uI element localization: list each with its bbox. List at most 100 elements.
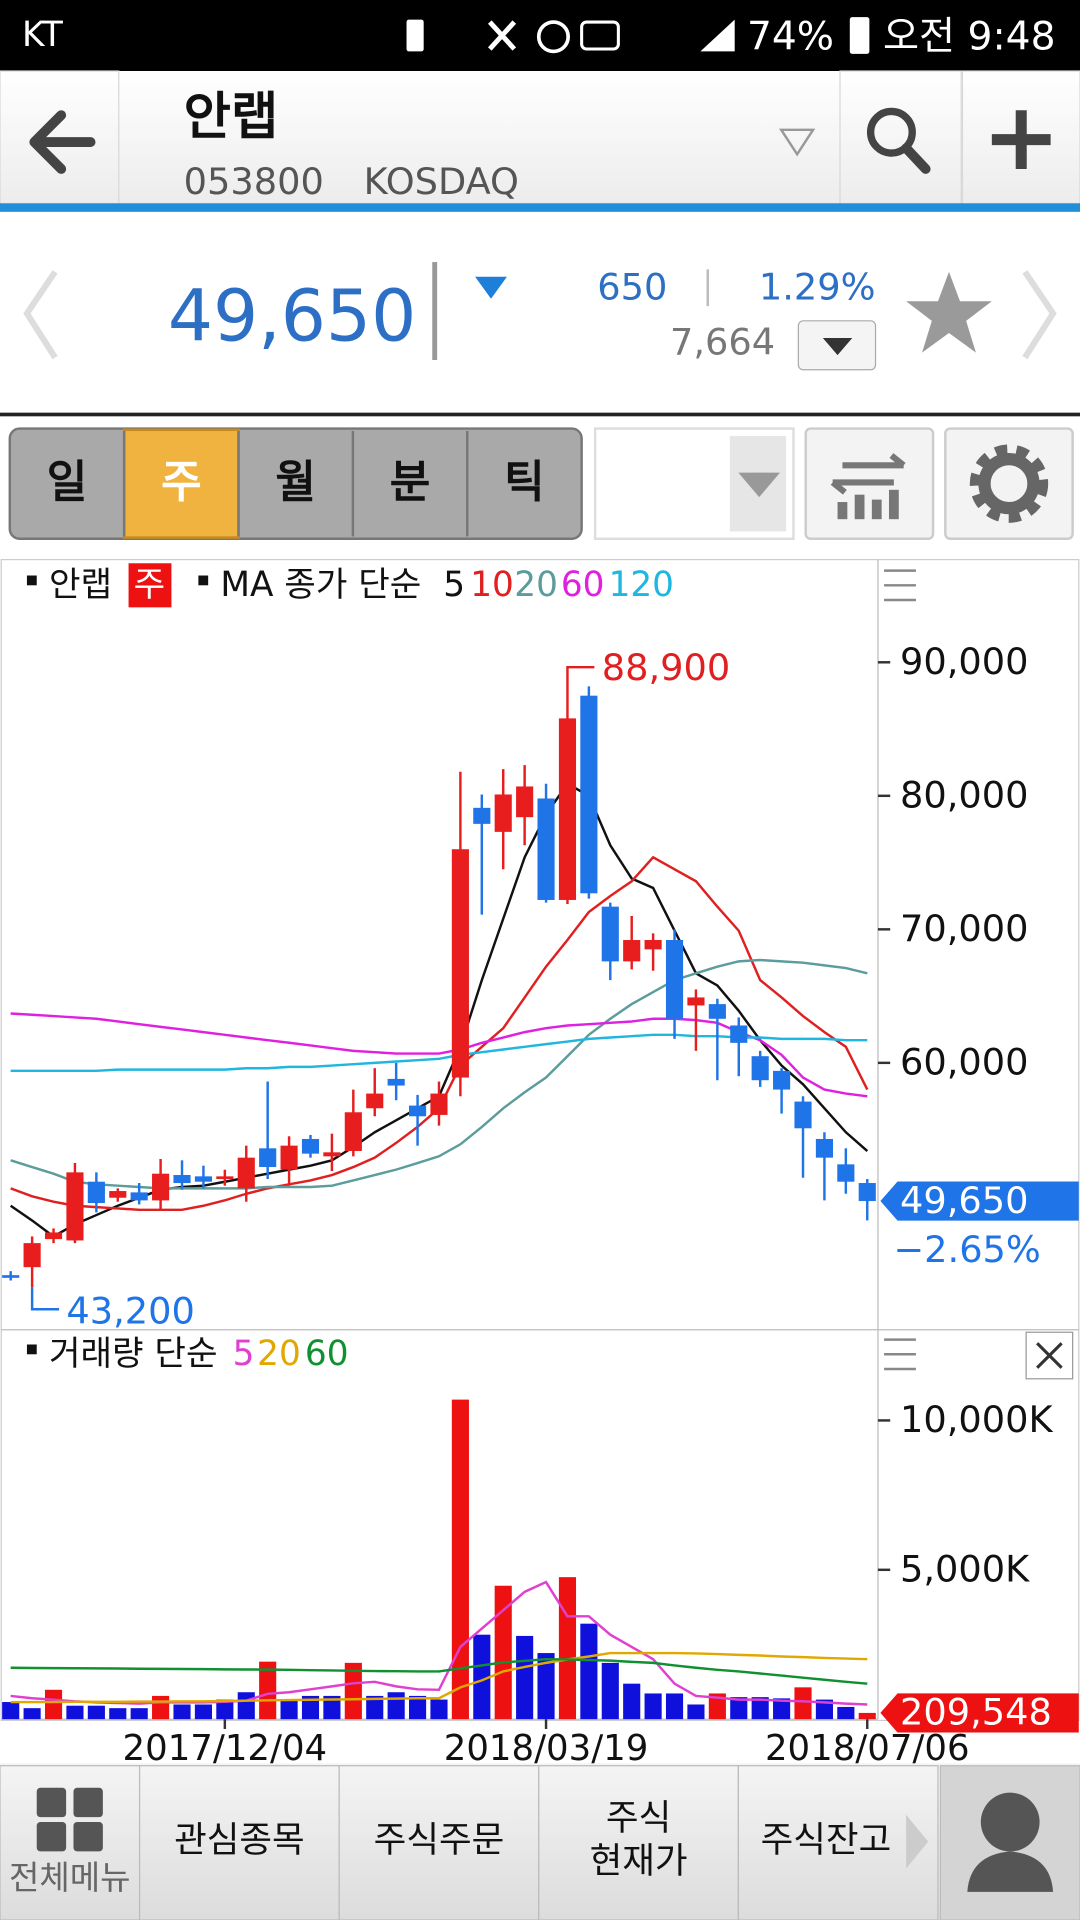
status-icon (580, 20, 620, 51)
volume-bar (794, 1687, 812, 1720)
nav-label[interactable]: 주식잔고 (761, 1820, 892, 1861)
period-tab[interactable]: 일 (47, 457, 88, 508)
add-button[interactable] (961, 70, 1080, 207)
candle-body (301, 1138, 320, 1154)
y-tick-label: 80,000 (900, 774, 1028, 817)
candle-body (409, 1105, 427, 1117)
candle-body (2, 1275, 20, 1278)
volume-bar (130, 1708, 148, 1720)
chart-type-button[interactable] (804, 427, 935, 540)
search-button[interactable] (839, 70, 962, 207)
candle-body (430, 1093, 448, 1115)
volume-bar (109, 1708, 127, 1720)
volume-bar (2, 1702, 20, 1720)
next-stock[interactable] (1022, 270, 1057, 360)
candle-body (259, 1148, 277, 1168)
status-icon (487, 20, 517, 51)
nav-label[interactable]: 전체메뉴 (9, 1858, 131, 1897)
volume-bar (259, 1661, 277, 1720)
indicator-select[interactable] (593, 427, 795, 540)
candle-body (773, 1070, 791, 1090)
volume-panel-menu[interactable] (884, 1338, 916, 1371)
nav-label[interactable]: 주식주문 (374, 1820, 505, 1861)
period-tab[interactable]: 틱 (504, 457, 545, 508)
last-price-tag (880, 1181, 1079, 1221)
candle-body (216, 1176, 234, 1180)
volume-bar (687, 1704, 705, 1720)
volume-bar (237, 1692, 255, 1720)
volume-bar (194, 1704, 212, 1720)
nav-item-bg[interactable] (737, 1765, 939, 1920)
volume-bar (815, 1699, 833, 1720)
back-button[interactable] (0, 70, 120, 207)
favorite-star[interactable] (906, 271, 992, 353)
period-tab[interactable]: 월 (275, 457, 316, 508)
volume-bar (837, 1706, 855, 1720)
ma-legend: 60 (561, 565, 605, 605)
candle-body (280, 1145, 298, 1170)
y-tick-label: 5,000K (900, 1548, 1030, 1591)
carrier: KT (22, 15, 64, 55)
candle-body (237, 1157, 255, 1189)
header-underline (0, 203, 1080, 212)
volume-ma-line (10, 1657, 868, 1685)
candle-body (344, 1112, 362, 1151)
stock-dropdown[interactable] (778, 128, 816, 157)
profile-button[interactable] (939, 1765, 1080, 1920)
volume-bar (665, 1693, 684, 1720)
candle-body (623, 940, 641, 962)
volume-bar (152, 1695, 170, 1720)
chart-area (0, 558, 1080, 1722)
nav-label[interactable]: 관심종목 (174, 1820, 305, 1861)
volume-bar (558, 1577, 577, 1720)
nav-label[interactable]: 현재가 (590, 1840, 688, 1881)
volume-bar (708, 1693, 726, 1720)
candle-body (23, 1243, 41, 1268)
current-price: 49,650 (168, 274, 417, 357)
nav-scroll-arrow[interactable] (906, 1814, 929, 1869)
x-tick-label: 2018/07/06 (765, 1728, 970, 1769)
volume-bar (87, 1705, 105, 1720)
candle-body (858, 1183, 876, 1202)
nav-item-bg[interactable] (538, 1765, 739, 1920)
last-volume-tag (880, 1693, 1079, 1733)
volume-bar (730, 1697, 748, 1720)
candle-body (44, 1232, 63, 1240)
volume-bar (173, 1704, 191, 1720)
volume-bar (773, 1698, 791, 1720)
min-pointer (30, 1287, 60, 1311)
ma-label: MA 종가 단순 (220, 565, 421, 605)
candle-body (494, 794, 512, 832)
candle-body (87, 1181, 105, 1204)
clock: 오전 9:48 (883, 15, 1056, 60)
period-tab[interactable]: 분 (390, 457, 431, 508)
volume-bar (473, 1634, 491, 1720)
nav-label[interactable]: 주식 (606, 1798, 671, 1839)
battery-level: 74% (747, 15, 834, 60)
candle-body (558, 718, 577, 900)
legend-title: 안랩 (49, 565, 112, 605)
period-tab[interactable]: 주 (161, 457, 202, 508)
volume-bar (44, 1689, 63, 1720)
settings-button[interactable] (944, 427, 1074, 540)
volume-bar (366, 1695, 384, 1720)
candle-body (751, 1056, 769, 1081)
candle-body (516, 786, 534, 818)
stock-name: 안랩 (184, 87, 279, 147)
candle-body (837, 1164, 855, 1182)
last-price-label: 49,650 (900, 1179, 1028, 1222)
battery-icon (849, 17, 870, 54)
candle-body (601, 906, 619, 962)
nav-item-bg[interactable] (338, 1765, 540, 1920)
status-icon (406, 19, 424, 52)
quote-dropdown[interactable] (797, 320, 877, 371)
price-panel-menu[interactable] (884, 569, 916, 602)
legend-marker (198, 575, 209, 586)
prev-stock[interactable] (23, 270, 58, 360)
candle-body (665, 940, 684, 1019)
ma-line (10, 1012, 868, 1098)
market-name: KOSDAQ (364, 160, 519, 203)
close-volume-panel[interactable] (1025, 1331, 1074, 1380)
